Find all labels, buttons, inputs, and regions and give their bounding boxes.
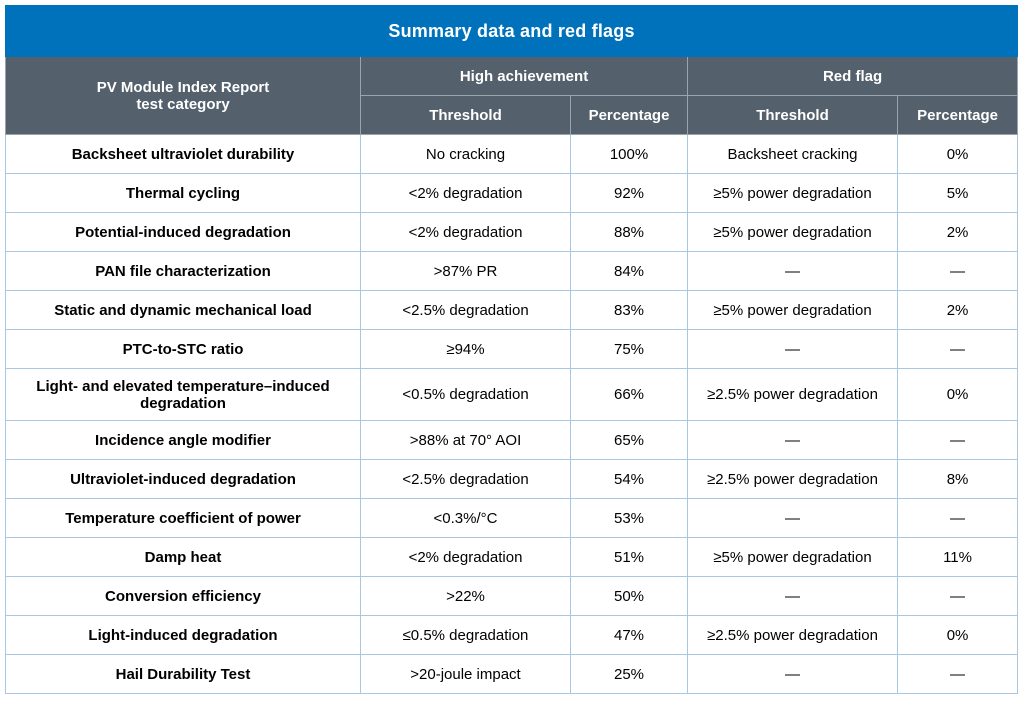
cell-category: Potential-induced degradation [5, 212, 361, 252]
cell-ha-percentage: 54% [570, 459, 688, 499]
cell-category: PAN file characterization [5, 251, 361, 291]
cell-ha-threshold: <0.5% degradation [360, 368, 571, 421]
cell-ha-percentage: 100% [570, 134, 688, 174]
table-title: Summary data and red flags [4, 5, 1019, 57]
cell-rf-threshold: — [687, 251, 898, 291]
header-high-achievement: High achievement [360, 56, 688, 96]
cell-category: Static and dynamic mechanical load [5, 290, 361, 330]
cell-rf-percentage: — [896, 329, 1019, 369]
cell-ha-percentage: 50% [570, 576, 688, 616]
cell-rf-threshold: ≥5% power degradation [687, 537, 898, 577]
cell-ha-percentage: 88% [570, 212, 688, 252]
cell-rf-percentage: 0% [896, 368, 1019, 421]
cell-ha-percentage: 66% [570, 368, 688, 421]
header-ha-percentage: Percentage [570, 95, 688, 135]
table-row: Light- and elevated temperature–induced … [5, 368, 1019, 421]
table-row: Temperature coefficient of power <0.3%/°C… [5, 498, 1019, 538]
summary-table: Summary data and red flags PV Module Ind… [4, 5, 1019, 694]
cell-ha-percentage: 92% [570, 173, 688, 213]
header-ha-threshold: Threshold [360, 95, 571, 135]
cell-rf-threshold: — [687, 654, 898, 694]
cell-ha-percentage: 84% [570, 251, 688, 291]
cell-ha-threshold: >20-joule impact [360, 654, 571, 694]
cell-category: Incidence angle modifier [5, 420, 361, 460]
cell-ha-threshold: <2% degradation [360, 537, 571, 577]
cell-rf-percentage: — [896, 420, 1019, 460]
summary-table-container: Summary data and red flags PV Module Ind… [4, 5, 1019, 694]
cell-rf-percentage: — [896, 251, 1019, 291]
table-row: Ultraviolet-induced degradation <2.5% deg… [5, 459, 1019, 499]
cell-ha-percentage: 83% [570, 290, 688, 330]
header-rf-threshold: Threshold [687, 95, 898, 135]
cell-category: Light- and elevated temperature–induced … [5, 368, 361, 421]
cell-rf-percentage: 8% [896, 459, 1019, 499]
table-row: Thermal cycling <2% degradation 92% ≥5% pow… [5, 173, 1019, 213]
cell-ha-threshold: <2.5% degradation [360, 459, 571, 499]
cell-rf-threshold: — [687, 420, 898, 460]
table-body: Backsheet ultraviolet durability No crack… [5, 134, 1019, 694]
cell-category: Light-induced degradation [5, 615, 361, 655]
cell-rf-threshold: ≥2.5% power degradation [687, 459, 898, 499]
cell-ha-percentage: 47% [570, 615, 688, 655]
cell-category: Backsheet ultraviolet durability [5, 134, 361, 174]
cell-ha-threshold: No cracking [360, 134, 571, 174]
table-row: Backsheet ultraviolet durability No crack… [5, 134, 1019, 174]
cell-ha-threshold: >87% PR [360, 251, 571, 291]
table-row: Conversion efficiency >22% 50% — — [5, 576, 1019, 616]
table-row: Hail Durability Test >20-joule impact 25% —… [5, 654, 1019, 694]
cell-ha-threshold: <0.3%/°C [360, 498, 571, 538]
cell-rf-threshold: Backsheet cracking [687, 134, 898, 174]
cell-ha-threshold: <2% degradation [360, 173, 571, 213]
cell-rf-threshold: ≥5% power degradation [687, 173, 898, 213]
table-row: PTC-to-STC ratio ≥94% 75% — — [5, 329, 1019, 369]
cell-ha-percentage: 75% [570, 329, 688, 369]
table-row: Damp heat <2% degradation 51% ≥5% power deg… [5, 537, 1019, 577]
cell-category: Damp heat [5, 537, 361, 577]
cell-ha-percentage: 53% [570, 498, 688, 538]
cell-ha-threshold: <2% degradation [360, 212, 571, 252]
cell-ha-threshold: <2.5% degradation [360, 290, 571, 330]
cell-rf-threshold: — [687, 329, 898, 369]
cell-category: Temperature coefficient of power [5, 498, 361, 538]
cell-rf-percentage: 0% [896, 134, 1019, 174]
header-rf-percentage: Percentage [896, 95, 1019, 135]
cell-rf-percentage: 5% [896, 173, 1019, 213]
table-row: Potential-induced degradation <2% degrada… [5, 212, 1019, 252]
cell-rf-threshold: ≥2.5% power degradation [687, 615, 898, 655]
cell-category: Thermal cycling [5, 173, 361, 213]
cell-category: Conversion efficiency [5, 576, 361, 616]
cell-ha-percentage: 25% [570, 654, 688, 694]
cell-rf-percentage: 11% [896, 537, 1019, 577]
table-row: Static and dynamic mechanical load <2.5% … [5, 290, 1019, 330]
cell-rf-percentage: 2% [896, 212, 1019, 252]
cell-ha-threshold: ≥94% [360, 329, 571, 369]
header-category: PV Module Index Report test category [5, 56, 361, 135]
cell-ha-percentage: 65% [570, 420, 688, 460]
cell-rf-percentage: 0% [896, 615, 1019, 655]
cell-rf-threshold: ≥2.5% power degradation [687, 368, 898, 421]
table-row: Light-induced degradation ≤0.5% degradati… [5, 615, 1019, 655]
cell-category: Hail Durability Test [5, 654, 361, 694]
cell-category: Ultraviolet-induced degradation [5, 459, 361, 499]
cell-rf-percentage: — [896, 576, 1019, 616]
cell-ha-threshold: >22% [360, 576, 571, 616]
cell-rf-percentage: 2% [896, 290, 1019, 330]
cell-rf-threshold: ≥5% power degradation [687, 212, 898, 252]
cell-ha-threshold: >88% at 70° AOI [360, 420, 571, 460]
table-row: Incidence angle modifier >88% at 70° AOI 6… [5, 420, 1019, 460]
cell-ha-threshold: ≤0.5% degradation [360, 615, 571, 655]
table-row: PAN file characterization >87% PR 84% — — [5, 251, 1019, 291]
header-category-label: PV Module Index Report test category [96, 78, 270, 113]
cell-rf-threshold: — [687, 576, 898, 616]
header-red-flag: Red flag [686, 56, 1019, 96]
cell-rf-threshold: — [687, 498, 898, 538]
cell-ha-percentage: 51% [570, 537, 688, 577]
cell-rf-threshold: ≥5% power degradation [687, 290, 898, 330]
cell-rf-percentage: — [896, 654, 1019, 694]
cell-rf-percentage: — [896, 498, 1019, 538]
cell-category: PTC-to-STC ratio [5, 329, 361, 369]
